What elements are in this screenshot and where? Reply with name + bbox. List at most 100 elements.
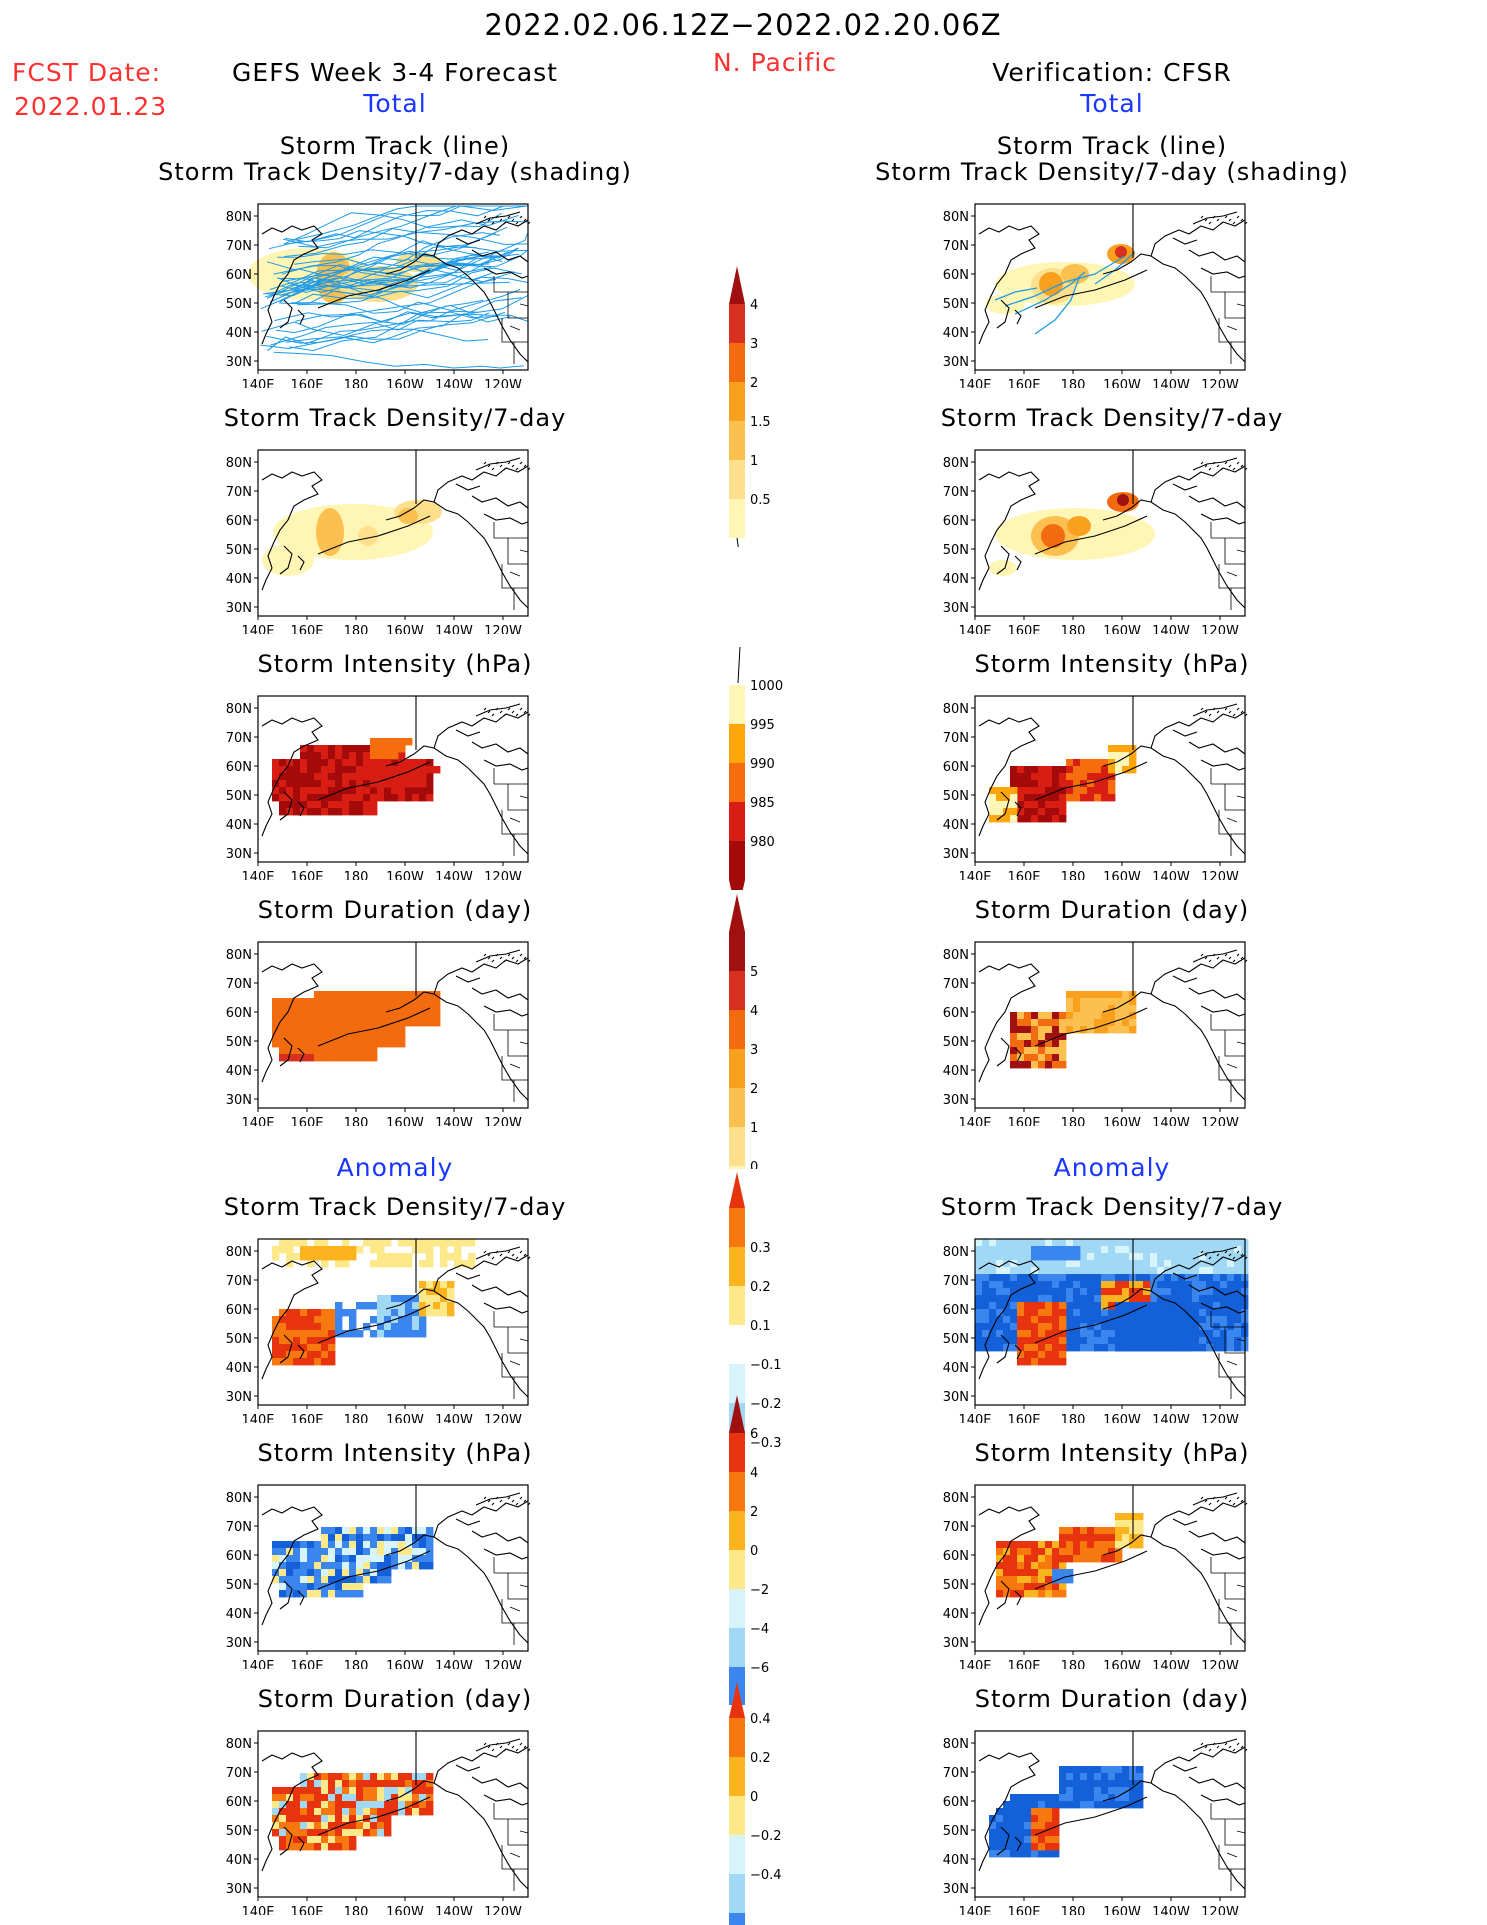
cfsr-density-anom-cell bbox=[1150, 1302, 1158, 1310]
cfsr-density-anom-cell bbox=[1031, 1288, 1039, 1296]
cfsr-intensity-cell bbox=[1010, 794, 1018, 802]
cfsr-intensity-cell bbox=[1045, 780, 1053, 788]
cfsr-intensity-cell bbox=[1101, 780, 1109, 788]
cfsr-density-anom-cell bbox=[1157, 1267, 1165, 1275]
cfsr-density-anom-cell bbox=[1227, 1288, 1235, 1296]
fcst-density-lat-label: 30N bbox=[226, 601, 252, 616]
cfsr-duration-cell bbox=[1087, 1026, 1095, 1034]
cfsr-density-anom-cell bbox=[1003, 1239, 1011, 1247]
fcst-duration-anom-cell bbox=[293, 1815, 301, 1823]
cb-density-total-label: 2 bbox=[750, 376, 758, 391]
fcst-intensity-anom-cell bbox=[349, 1590, 357, 1598]
fcst-intensity-anom-cell bbox=[349, 1555, 357, 1563]
cfsr-track-lon-label: 180 bbox=[1061, 378, 1086, 388]
cfsr-density-anom-cell bbox=[1178, 1260, 1186, 1268]
fcst-density-anom-cell bbox=[328, 1323, 336, 1331]
fcst-duration-anom-cell bbox=[384, 1801, 392, 1809]
fcst-duration-cell bbox=[370, 1019, 378, 1027]
fcst-density-anom-cell bbox=[272, 1246, 280, 1254]
cfsr-density-anom-cell bbox=[1087, 1239, 1095, 1247]
fcst-intensity-anom-cell bbox=[286, 1555, 294, 1563]
cb-duration-anom-arrow-top bbox=[729, 1682, 745, 1718]
cfsr-duration-anom-cell bbox=[1024, 1850, 1032, 1858]
cfsr-density-anom-cell bbox=[1136, 1260, 1144, 1268]
fcst-intensity-cell bbox=[335, 808, 343, 816]
cfsr-density-anom-cell bbox=[1157, 1246, 1165, 1254]
cfsr-density-anom-cell bbox=[1157, 1302, 1165, 1310]
fcst-duration-anom-cell bbox=[307, 1829, 315, 1837]
cfsr-intensity-frame bbox=[974, 695, 1246, 863]
cfsr-density-anom-cell bbox=[1213, 1267, 1221, 1275]
fcst-intensity-cell bbox=[335, 766, 343, 774]
fcst-intensity-anom-cell bbox=[293, 1548, 301, 1556]
cfsr-density-anom-cell bbox=[1143, 1246, 1151, 1254]
cfsr-intensity-cell bbox=[1087, 766, 1095, 774]
fcst-duration-cell bbox=[328, 1026, 336, 1034]
cfsr-duration-frame bbox=[974, 941, 1246, 1109]
fcst-density-anom-cell bbox=[279, 1344, 287, 1352]
cfsr-density-anom-cell bbox=[1143, 1295, 1151, 1303]
fcst-density-anom-cell bbox=[405, 1260, 413, 1268]
cfsr-duration-anom-cell bbox=[1017, 1829, 1025, 1837]
cfsr-duration-anom-cell bbox=[1122, 1787, 1130, 1795]
cfsr-duration-anom-cell bbox=[1059, 1801, 1067, 1809]
fcst-density-anom-cell bbox=[356, 1246, 364, 1254]
fcst-density-anom-cell bbox=[377, 1253, 385, 1261]
fcst-duration-cell bbox=[356, 1033, 364, 1041]
cfsr-density-anom-cell bbox=[1220, 1246, 1228, 1254]
fcst-duration-cell bbox=[377, 1012, 385, 1020]
fcst-duration-anom-cell bbox=[335, 1843, 343, 1851]
fcst-intensity-cell bbox=[300, 794, 308, 802]
cfsr-intensity-anom-lat-label: 80N bbox=[943, 1491, 969, 1506]
cfsr-density-anom-cell bbox=[996, 1281, 1004, 1289]
cfsr-density-anom-cell bbox=[982, 1260, 990, 1268]
cfsr-intensity-anom-cell bbox=[1052, 1576, 1060, 1584]
cfsr-intensity-cell bbox=[1052, 815, 1060, 823]
cfsr-density-anom-cell bbox=[1171, 1253, 1179, 1261]
cfsr-density-anom-cell bbox=[1031, 1253, 1039, 1261]
cfsr-density-anom-cell bbox=[1171, 1267, 1179, 1275]
cfsr-duration-anom-lat-label: 70N bbox=[943, 1766, 969, 1781]
cfsr-duration-cell bbox=[1045, 1054, 1053, 1062]
cfsr-density-anom-cell bbox=[975, 1330, 983, 1338]
cfsr-density-anom-cell bbox=[1024, 1274, 1032, 1282]
fcst-intensity-cell bbox=[384, 780, 392, 788]
cfsr-density-anom-cell bbox=[1178, 1288, 1186, 1296]
cfsr-duration-cell bbox=[1087, 991, 1095, 999]
cfsr-density-anom-cell bbox=[1066, 1260, 1074, 1268]
fcst-intensity-lat-label: 60N bbox=[226, 760, 252, 775]
fcst-duration-cell bbox=[370, 1012, 378, 1020]
fcst-track-line bbox=[295, 311, 529, 323]
cfsr-density-anom-cell bbox=[1122, 1288, 1130, 1296]
cfsr-intensity-lon-label: 180 bbox=[1061, 870, 1086, 880]
fcst-density-anom-cell bbox=[412, 1302, 420, 1310]
fcst-duration-anom-lon-label: 160W bbox=[386, 1905, 424, 1915]
cfsr-density-anom-cell bbox=[1052, 1358, 1060, 1366]
fcst-intensity-cell bbox=[286, 808, 294, 816]
cfsr-intensity-anom-cell bbox=[1073, 1555, 1081, 1563]
cfsr-duration-cell bbox=[1066, 1005, 1074, 1013]
fcst-duration-anom-cell bbox=[349, 1815, 357, 1823]
cfsr-density-anom-cell bbox=[1206, 1344, 1214, 1352]
cfsr-density-anom-cell bbox=[1066, 1344, 1074, 1352]
fcst-intensity-cell bbox=[349, 745, 357, 753]
cfsr-duration-lat-label: 60N bbox=[943, 1006, 969, 1021]
cb-intensity-anom-swatch bbox=[729, 1589, 745, 1628]
cfsr-duration-anom-lat-label: 80N bbox=[943, 1737, 969, 1752]
cfsr-duration-cell bbox=[1108, 998, 1116, 1006]
fcst-intensity-anom-cell bbox=[356, 1562, 364, 1570]
cfsr-intensity-anom-cell bbox=[1073, 1548, 1081, 1556]
fcst-duration-cell bbox=[300, 1054, 308, 1062]
fcst-duration-anom-cell bbox=[349, 1794, 357, 1802]
fcst-duration-anom-cell bbox=[307, 1787, 315, 1795]
cfsr-intensity-anom-cell bbox=[1073, 1541, 1081, 1549]
fcst-intensity-lon-label: 140E bbox=[241, 870, 274, 880]
cfsr-density-anom-cell bbox=[1101, 1260, 1109, 1268]
fcst-duration-cell bbox=[272, 1019, 280, 1027]
cfsr-duration-anom-cell bbox=[1003, 1843, 1011, 1851]
cfsr-intensity-anom-field bbox=[996, 1513, 1144, 1598]
fcst-intensity-cell bbox=[384, 745, 392, 753]
cfsr-density-anom-cell bbox=[989, 1316, 997, 1324]
